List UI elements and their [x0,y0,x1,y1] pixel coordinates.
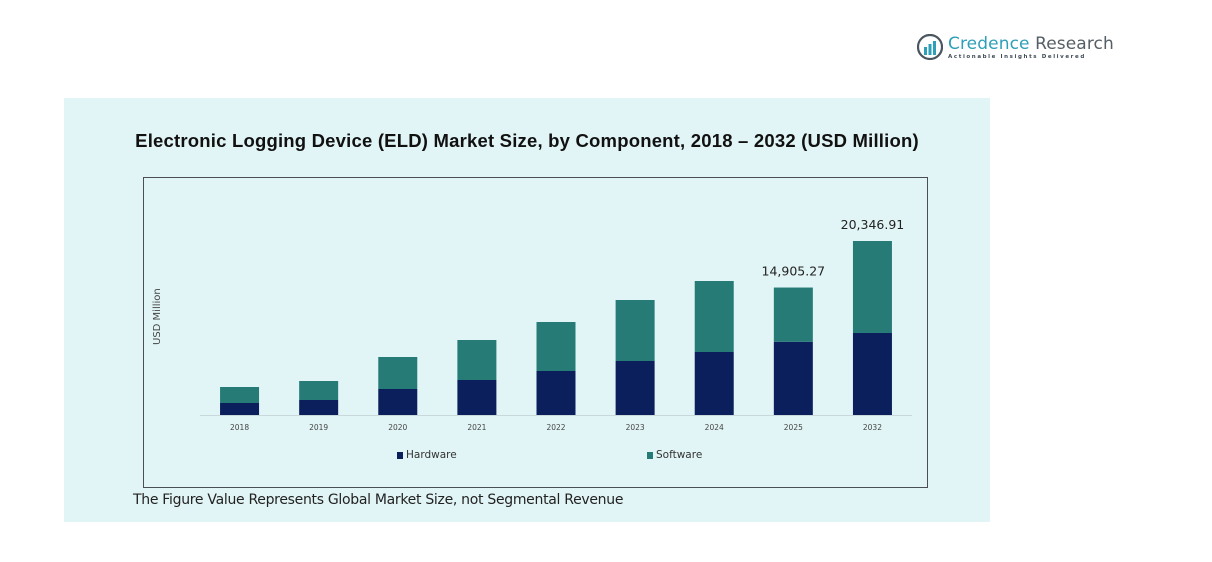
bar-software-2023 [615,300,655,361]
bar-software-2022 [536,322,576,372]
bar-hardware-2025 [773,341,813,415]
bar-software-2021 [457,340,497,380]
bar-software-2020 [378,357,418,390]
logo-chart-icon [917,34,943,60]
x-tick-label-2022: 2022 [546,423,565,432]
bar-hardware-2022 [536,371,576,415]
x-tick-label-2025: 2025 [784,423,803,432]
chart-frame [143,177,928,488]
bar-software-2019 [299,380,339,401]
legend-item-software: Software [647,449,702,461]
x-tick-label-2023: 2023 [626,423,645,432]
x-tick-label-2019: 2019 [309,423,328,432]
x-tick-label-2021: 2021 [467,423,486,432]
bar-hardware-2019 [299,400,339,415]
x-tick-label-2020: 2020 [388,423,407,432]
bar-software-2018 [220,387,260,404]
bar-hardware-2020 [378,389,418,415]
x-tick-label-2024: 2024 [705,423,724,432]
bar-software-2032 [852,241,892,333]
chart-panel-background [64,98,990,522]
legend-label-hardware: Hardware [406,449,457,461]
legend-swatch-software [647,451,653,459]
legend-item-hardware: Hardware [397,449,457,461]
bar-hardware-2018 [220,403,260,415]
brand-name-part1: Credence [948,33,1030,54]
bar-software-2024 [694,280,734,352]
bar-hardware-2021 [457,379,497,415]
bar-software-2025 [773,287,813,342]
legend-swatch-hardware [397,451,403,459]
brand-name-part2: Research [1029,33,1114,54]
brand-tagline: Actionable Insights Delivered [948,53,1086,60]
footnote: The Figure Value Represents Global Marke… [133,492,624,508]
x-tick-label-2018: 2018 [230,423,249,432]
data-label-2032: 20,346.91 [841,217,905,232]
bar-hardware-2032 [852,332,892,415]
credence-research-logo: Credence Research Actionable Insights De… [917,34,1114,60]
legend-label-software: Software [656,449,703,461]
x-tick-label-2032: 2032 [863,423,882,432]
bar-hardware-2023 [615,360,655,415]
chart-title: Electronic Logging Device (ELD) Market S… [135,130,919,151]
data-label-2025: 14,905.27 [762,264,826,279]
bar-hardware-2024 [694,351,734,415]
